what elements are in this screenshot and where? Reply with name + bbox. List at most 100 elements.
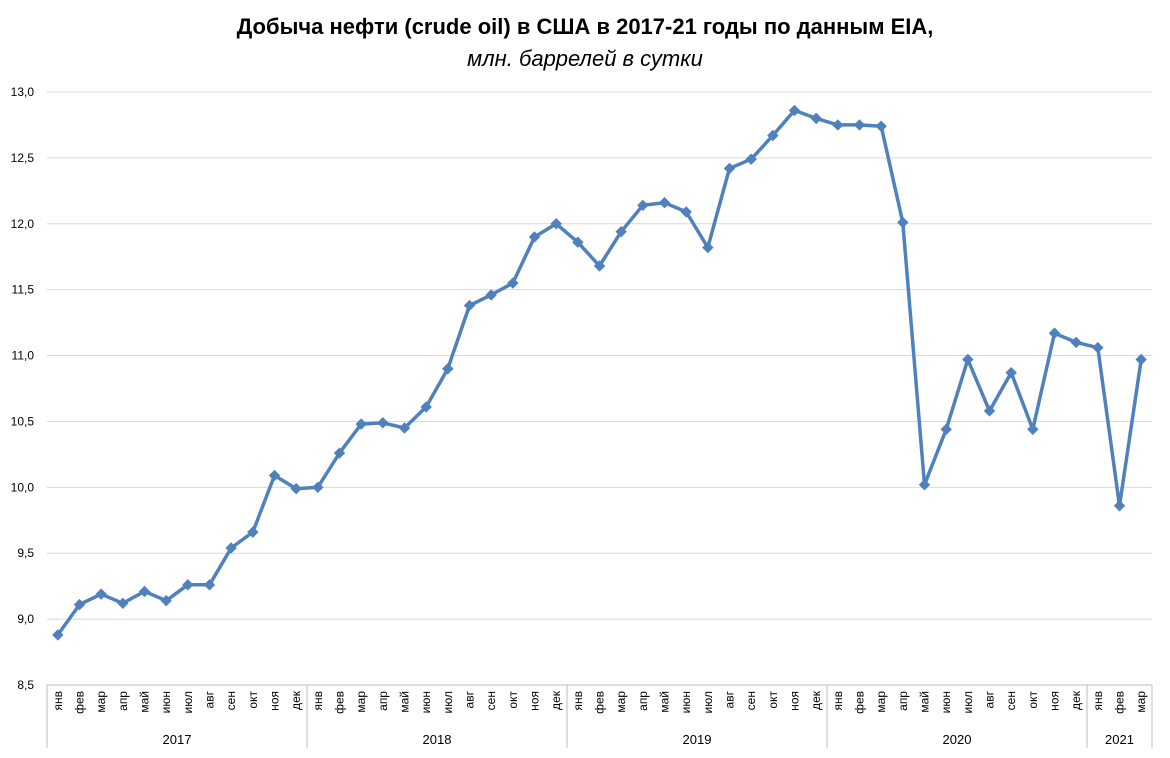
data-point: [615, 225, 627, 238]
x-tick-label: июн: [419, 691, 433, 713]
x-tick-label: ноя: [788, 691, 802, 711]
data-point: [1070, 336, 1082, 349]
series-line: [56, 108, 1143, 637]
data-point: [203, 579, 216, 591]
data-point: [463, 299, 476, 312]
data-point: [745, 153, 757, 165]
data-point: [788, 104, 801, 117]
data-point: [355, 418, 367, 430]
x-tick-label: июн: [159, 691, 173, 713]
series-line-path: [56, 108, 1143, 637]
y-tick-label: 10,5: [11, 414, 35, 428]
data-point: [1005, 366, 1017, 379]
x-tick-label: июл: [441, 691, 455, 713]
year-label: 2017: [163, 732, 192, 747]
data-point: [290, 482, 302, 495]
data-point: [983, 405, 996, 417]
x-tick-label: окт: [1026, 691, 1040, 709]
data-point: [940, 423, 952, 436]
data-point: [1135, 353, 1147, 366]
x-tick-label: мар: [354, 691, 368, 713]
data-point: [767, 129, 779, 142]
x-tick-label: июл: [181, 691, 195, 713]
year-label: 2018: [423, 732, 452, 747]
data-point: [52, 629, 64, 641]
x-tick-label: авг: [203, 690, 217, 708]
data-point: [658, 196, 671, 209]
data-point: [73, 598, 86, 611]
data-point: [1113, 500, 1126, 512]
x-tick-label: дек: [809, 690, 823, 710]
x-tick-label: ноя: [268, 691, 282, 711]
data-point: [723, 162, 736, 175]
x-tick-label: фев: [1113, 691, 1127, 714]
x-tick-label: янв: [571, 691, 585, 711]
x-tick-label: мар: [94, 691, 108, 713]
data-point: [572, 236, 584, 248]
x-tick-label: апр: [376, 691, 390, 711]
x-tick-label: янв: [51, 691, 65, 711]
data-point: [377, 417, 389, 429]
data-point: [593, 260, 606, 272]
x-axis: янв фев мар апр май июн июл авг сен окт ноя дек янв ф…: [46, 684, 1153, 748]
data-point: [420, 401, 432, 413]
data-point: [832, 119, 844, 131]
y-tick-label: 12,5: [11, 151, 35, 165]
gridlines: [47, 91, 1152, 620]
data-point: [398, 422, 411, 434]
data-point: [333, 447, 346, 459]
data-point: [897, 216, 909, 229]
x-tick-label: сен: [1004, 691, 1018, 710]
data-point: [853, 119, 866, 131]
x-tick-label: окт: [246, 691, 260, 709]
y-axis-ticks: 8,5 9,0 9,5 10,0 10,5 11,0 11,5 12,0 12,5 13,0: [11, 85, 35, 692]
x-tick-label: май: [138, 691, 152, 713]
x-tick-label: дек: [549, 690, 563, 710]
x-tick-label: сен: [224, 691, 238, 710]
data-point: [268, 469, 281, 482]
y-tick-label: 10,0: [11, 480, 35, 494]
data-point: [680, 206, 692, 218]
chart-title: Добыча нефти (crude oil) в США в 2017-21…: [236, 14, 934, 39]
data-point: [702, 241, 714, 254]
year-label: 2019: [683, 732, 712, 747]
data-point: [810, 112, 822, 125]
x-tick-label: май: [398, 691, 412, 713]
data-point: [1092, 341, 1104, 354]
x-tick-label: авг: [983, 690, 997, 708]
y-tick-label: 13,0: [11, 85, 35, 99]
data-point: [875, 120, 887, 132]
x-tick-label: ноя: [528, 691, 542, 711]
x-tick-label: сен: [484, 691, 498, 710]
x-tick-label: фев: [333, 691, 347, 714]
x-tick-label: янв: [831, 691, 845, 711]
year-label: 2020: [943, 732, 972, 747]
data-point: [1027, 423, 1039, 436]
x-tick-label: июн: [679, 691, 693, 713]
x-tick-label: июл: [701, 691, 715, 713]
y-tick-label: 9,5: [17, 546, 34, 560]
data-point: [637, 199, 649, 212]
x-tick-label: ноя: [1048, 691, 1062, 711]
x-tick-label: май: [658, 691, 672, 713]
x-tick-label: фев: [593, 691, 607, 714]
y-tick-label: 11,5: [12, 283, 35, 297]
y-tick-label: 9,0: [17, 612, 34, 626]
x-tick-label: фев: [853, 691, 867, 714]
chart-subtitle: млн. баррелей в сутки: [467, 46, 703, 71]
data-point: [962, 353, 974, 366]
x-tick-label: авг: [723, 690, 737, 708]
y-tick-label: 8,5: [17, 678, 34, 692]
data-point: [247, 526, 259, 538]
y-tick-label: 11,0: [12, 349, 35, 363]
x-tick-label: июн: [939, 691, 953, 713]
data-point: [95, 588, 107, 600]
x-tick-label: мар: [874, 691, 888, 713]
data-point: [160, 594, 172, 607]
x-tick-label: мар: [1134, 691, 1148, 713]
data-point: [485, 289, 497, 301]
data-point: [117, 597, 129, 610]
x-tick-label: янв: [1091, 691, 1105, 711]
data-point: [138, 585, 151, 598]
